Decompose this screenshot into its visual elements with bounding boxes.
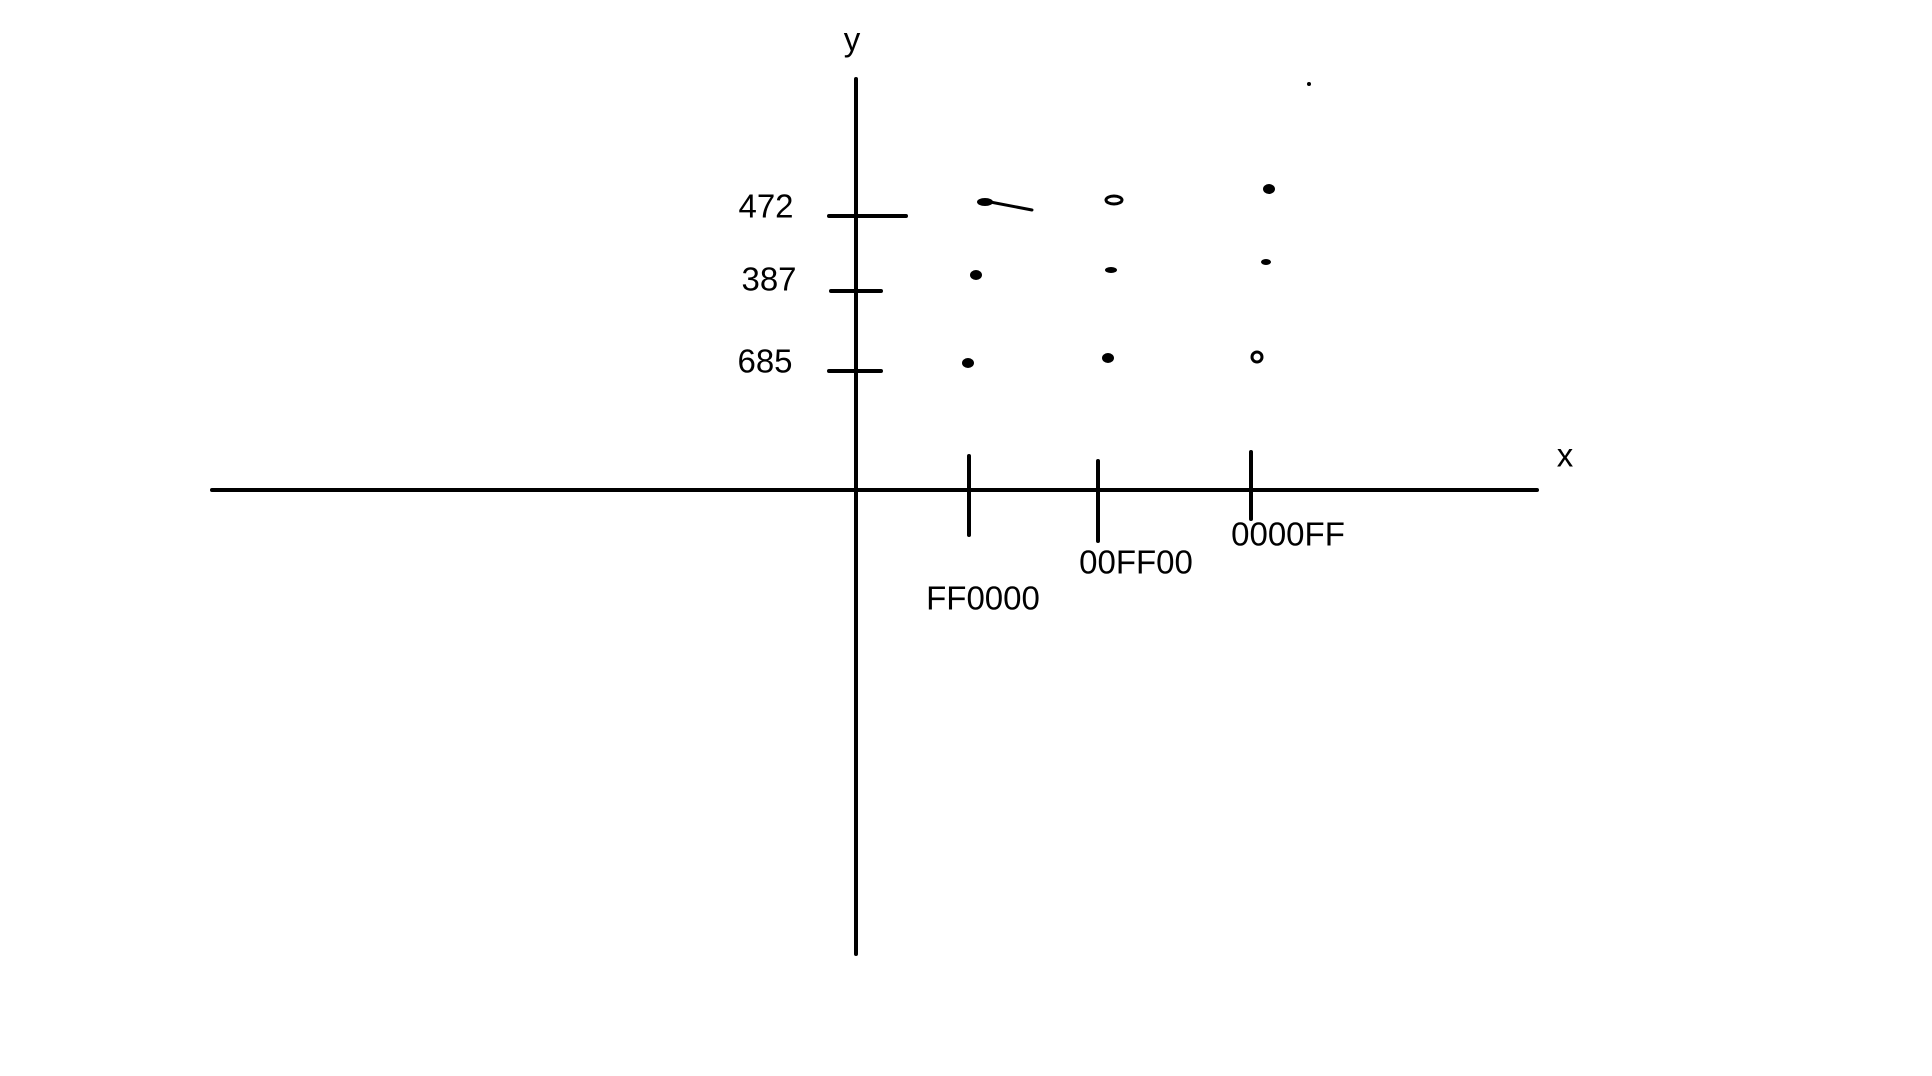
y-tick-label: 685 bbox=[737, 343, 792, 380]
x-tick-label: FF0000 bbox=[926, 580, 1040, 617]
x-axis-label: x bbox=[1557, 437, 1574, 474]
dot bbox=[1104, 194, 1124, 206]
y-tick-label: 472 bbox=[738, 188, 793, 225]
y-axis-label: y bbox=[844, 21, 861, 58]
y-tick-label: 387 bbox=[741, 261, 796, 298]
dot bbox=[970, 270, 982, 280]
stroke bbox=[983, 199, 1034, 212]
dot bbox=[1105, 267, 1117, 273]
x-tick-label: 00FF00 bbox=[1079, 544, 1193, 581]
dot bbox=[1261, 259, 1271, 265]
dot bbox=[1250, 350, 1264, 364]
dot bbox=[1102, 353, 1114, 363]
dot bbox=[962, 358, 974, 368]
dot bbox=[1263, 184, 1275, 194]
dot bbox=[1307, 82, 1311, 86]
x-tick-label: 0000FF bbox=[1231, 516, 1345, 553]
